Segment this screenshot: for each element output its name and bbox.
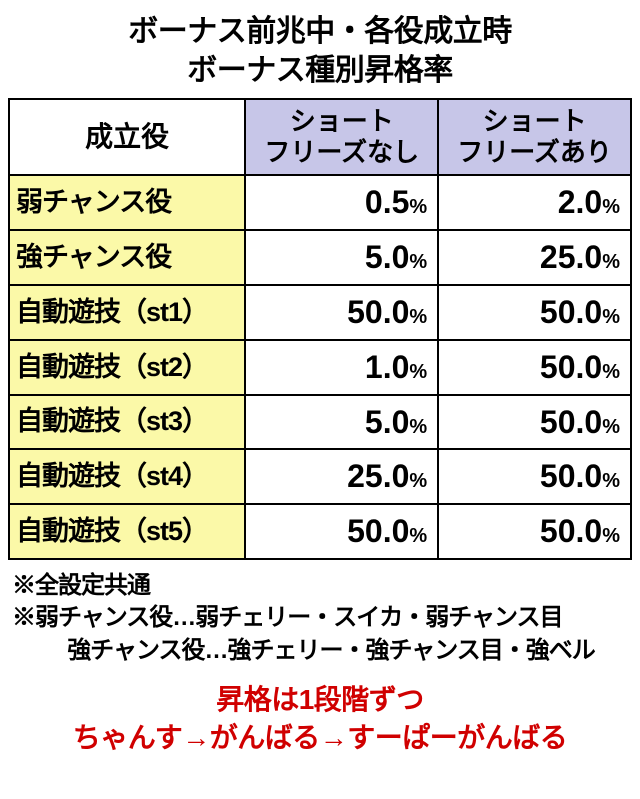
cell-value: 5.0%: [245, 395, 438, 450]
cell-value: 50.0%: [245, 504, 438, 559]
col-freeze-no: ショート フリーズなし: [245, 99, 438, 175]
note-line: ※全設定共通: [12, 570, 632, 602]
cell-value: 50.0%: [438, 395, 631, 450]
cell-value: 2.0%: [438, 175, 631, 230]
emph-line: ちゃんす→がんばる→すーぱーがんばる: [73, 722, 567, 753]
cell-value: 25.0%: [438, 230, 631, 285]
cell-value: 0.5%: [245, 175, 438, 230]
cell-value: 50.0%: [438, 449, 631, 504]
table-row: 自動遊技（st2）1.0%50.0%: [9, 340, 631, 395]
table-body: 弱チャンス役0.5%2.0%強チャンス役5.0%25.0%自動遊技（st1）50…: [9, 175, 631, 559]
row-label: 強チャンス役: [9, 230, 245, 285]
table-row: 自動遊技（st3）5.0%50.0%: [9, 395, 631, 450]
emph-line: 昇格は1段階ずつ: [216, 684, 424, 715]
cell-value: 50.0%: [438, 504, 631, 559]
table-row: 自動遊技（st1）50.0%50.0%: [9, 285, 631, 340]
cell-value: 50.0%: [438, 340, 631, 395]
col-freeze-yes: ショート フリーズあり: [438, 99, 631, 175]
table-row: 弱チャンス役0.5%2.0%: [9, 175, 631, 230]
row-label: 弱チャンス役: [9, 175, 245, 230]
emphasis: 昇格は1段階ずつ ちゃんす→がんばる→すーぱーがんばる: [8, 681, 632, 757]
cell-value: 50.0%: [245, 285, 438, 340]
table-card: ボーナス前兆中・各役成立時 ボーナス種別昇格率 成立役 ショート フリーズなし …: [0, 0, 640, 797]
note-line: 強チャンス役…強チェリー・強チャンス目・強ベル: [12, 635, 632, 667]
row-label: 自動遊技（st5）: [9, 504, 245, 559]
row-label: 自動遊技（st1）: [9, 285, 245, 340]
row-label: 自動遊技（st2）: [9, 340, 245, 395]
col-corner: 成立役: [9, 99, 245, 175]
rate-table: 成立役 ショート フリーズなし ショート フリーズあり 弱チャンス役0.5%2.…: [8, 98, 632, 560]
row-label: 自動遊技（st3）: [9, 395, 245, 450]
notes: ※全設定共通 ※弱チャンス役…弱チェリー・スイカ・弱チャンス目 強チャンス役…強…: [8, 570, 632, 667]
cell-value: 25.0%: [245, 449, 438, 504]
row-label: 自動遊技（st4）: [9, 449, 245, 504]
table-header-row: 成立役 ショート フリーズなし ショート フリーズあり: [9, 99, 631, 175]
table-row: 強チャンス役5.0%25.0%: [9, 230, 631, 285]
cell-value: 50.0%: [438, 285, 631, 340]
table-row: 自動遊技（st5）50.0%50.0%: [9, 504, 631, 559]
cell-value: 5.0%: [245, 230, 438, 285]
title-line1: ボーナス前兆中・各役成立時: [128, 15, 512, 48]
cell-value: 1.0%: [245, 340, 438, 395]
title: ボーナス前兆中・各役成立時 ボーナス種別昇格率: [8, 12, 632, 90]
note-line: ※弱チャンス役…弱チェリー・スイカ・弱チャンス目: [12, 602, 632, 634]
title-line2: ボーナス種別昇格率: [187, 54, 453, 87]
table-row: 自動遊技（st4）25.0%50.0%: [9, 449, 631, 504]
